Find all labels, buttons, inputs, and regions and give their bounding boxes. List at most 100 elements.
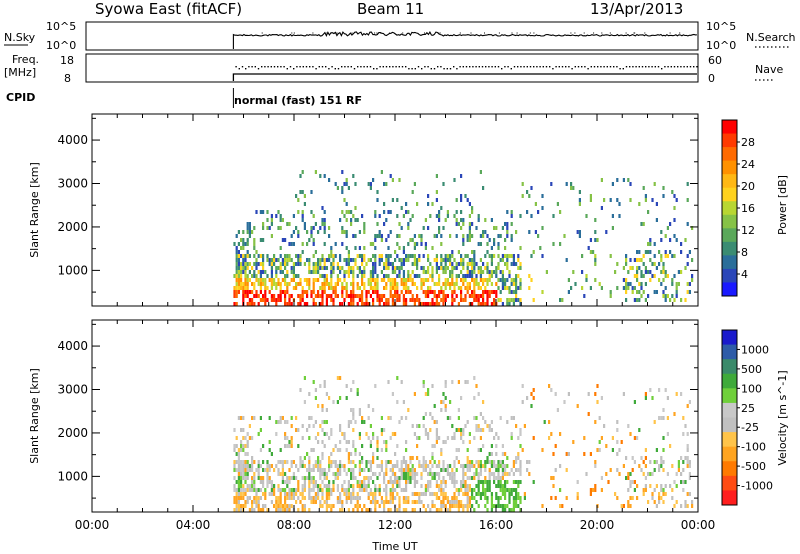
range-cell: [273, 492, 276, 496]
range-cell: [233, 500, 236, 504]
range-cell: [510, 254, 513, 258]
range-cell: [306, 278, 309, 282]
range-cell: [369, 186, 372, 190]
range-cell: [427, 484, 430, 488]
range-cell: [361, 416, 364, 420]
range-cell: [281, 290, 284, 294]
range-cell: [253, 270, 256, 274]
range-cell: [352, 290, 355, 294]
range-cell: [303, 508, 306, 512]
range-cell: [310, 476, 313, 480]
range-cell: [262, 444, 265, 448]
range-cell: [416, 286, 419, 290]
range-cell: [682, 488, 685, 492]
range-cell: [288, 302, 291, 306]
range-cell: [299, 500, 302, 504]
range-cell: [312, 380, 315, 384]
time-ut-label: Time UT: [371, 540, 417, 553]
range-cell: [303, 504, 306, 508]
range-cell: [303, 278, 306, 282]
range-cell: [625, 298, 628, 302]
range-cell: [295, 262, 298, 266]
range-cell: [396, 480, 399, 484]
range-cell: [682, 468, 685, 472]
range-cell: [664, 270, 667, 274]
range-cell: [625, 476, 628, 480]
range-cell: [691, 274, 694, 278]
range-cell: [290, 488, 293, 492]
range-cell: [321, 206, 324, 210]
colorbar-swatch: [722, 268, 737, 283]
range-cell: [356, 282, 359, 286]
range-cell: [471, 258, 474, 262]
range-cell: [312, 500, 315, 504]
range-cell: [495, 444, 498, 448]
range-cell: [292, 262, 295, 266]
range-cell: [281, 476, 284, 480]
range-cell: [246, 242, 249, 246]
range-cell: [248, 230, 251, 234]
range-cell: [248, 270, 251, 274]
range-cell: [328, 234, 331, 238]
range-cell: [444, 270, 447, 274]
range-cell: [398, 234, 401, 238]
y-tick-label: 3000: [57, 383, 88, 397]
range-cell: [240, 246, 243, 250]
range-cell: [321, 472, 324, 476]
range-cell: [515, 298, 518, 302]
range-cell: [251, 290, 254, 294]
range-cell: [372, 432, 375, 436]
range-cell: [295, 428, 298, 432]
range-cell: [383, 476, 386, 480]
range-cell: [352, 214, 355, 218]
range-cell: [669, 250, 672, 254]
range-cell: [440, 400, 443, 404]
nave-point: [462, 66, 464, 68]
range-cell: [317, 270, 320, 274]
range-cell: [460, 174, 463, 178]
range-cell: [462, 298, 465, 302]
range-cell: [350, 472, 353, 476]
range-cell: [306, 282, 309, 286]
range-cell: [361, 214, 364, 218]
range-cell: [255, 210, 258, 214]
range-cell: [288, 282, 291, 286]
range-cell: [266, 472, 269, 476]
range-cell: [244, 492, 247, 496]
range-cell: [510, 262, 513, 266]
range-cell: [451, 472, 454, 476]
range-cell: [429, 302, 432, 306]
range-cell: [669, 238, 672, 242]
range-cell: [600, 476, 603, 480]
range-cell: [270, 286, 273, 290]
range-cell: [352, 460, 355, 464]
range-cell: [319, 488, 322, 492]
range-cell: [684, 266, 687, 270]
range-cell: [317, 404, 320, 408]
range-cell: [383, 302, 386, 306]
range-cell: [380, 496, 383, 500]
range-cell: [242, 428, 245, 432]
range-cell: [444, 286, 447, 290]
range-cell: [341, 266, 344, 270]
range-cell: [424, 508, 427, 512]
range-cell: [299, 298, 302, 302]
range-cell: [383, 440, 386, 444]
range-cell: [235, 508, 238, 512]
range-cell: [343, 298, 346, 302]
x-tick-label: 16:00: [479, 518, 514, 532]
nsky-label: N.Sky: [4, 31, 36, 44]
range-cell: [277, 468, 280, 472]
range-cell: [647, 500, 650, 504]
range-cell: [625, 290, 628, 294]
range-cell: [607, 480, 610, 484]
range-cell: [385, 500, 388, 504]
range-cell: [321, 266, 324, 270]
range-cell: [325, 282, 328, 286]
range-cell: [479, 472, 482, 476]
range-cell: [281, 472, 284, 476]
range-cell: [662, 294, 665, 298]
range-cell: [383, 210, 386, 214]
range-cell: [246, 266, 249, 270]
range-cell: [358, 436, 361, 440]
